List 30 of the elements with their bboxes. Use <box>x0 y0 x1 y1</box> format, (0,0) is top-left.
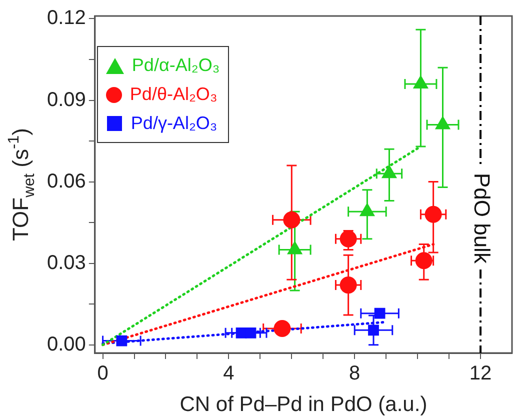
x-tick-label: 12 <box>469 362 492 385</box>
point <box>360 203 375 216</box>
x-tick-label: 0 <box>97 362 108 385</box>
y-axis-title: TOFwet (s-1) <box>6 128 38 241</box>
point <box>340 230 357 248</box>
point <box>435 116 450 130</box>
legend-label: Pd/α-Al₂O₃ <box>132 54 220 77</box>
ref-line-label: PdO bulk <box>469 172 494 264</box>
legend-label: Pd/θ-Al₂O₃ <box>130 83 218 106</box>
x-tick-label: 8 <box>349 362 360 385</box>
x-tick-label: 4 <box>223 362 234 385</box>
y-tick-label: 0.00 <box>46 333 86 356</box>
point <box>245 327 256 338</box>
y-tick-label: 0.09 <box>46 88 86 111</box>
point <box>413 75 428 88</box>
point <box>274 320 291 338</box>
point <box>424 206 442 223</box>
y-tick-label: 0.06 <box>46 170 86 192</box>
legend-label: Pd/γ-Al₂O₃ <box>130 112 218 135</box>
y-tick-label: 0.03 <box>46 252 86 274</box>
point <box>374 308 386 319</box>
y-tick-label: 0.12 <box>46 7 86 30</box>
point <box>415 252 432 270</box>
point <box>287 241 302 254</box>
point <box>283 211 300 228</box>
point <box>340 276 357 294</box>
point <box>382 165 397 178</box>
point <box>116 335 128 346</box>
point <box>368 324 379 336</box>
x-axis-title: CN of Pd–Pd in PdO (a.u.) <box>180 392 428 416</box>
